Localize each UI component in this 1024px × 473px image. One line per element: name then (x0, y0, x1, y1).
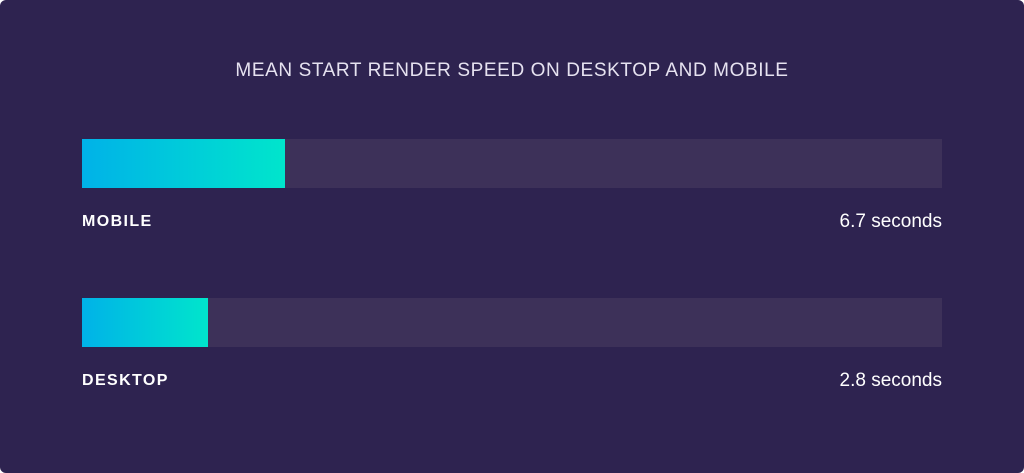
category-label-desktop: DESKTOP (82, 372, 169, 389)
chart-title: MEAN START RENDER SPEED ON DESKTOP AND M… (235, 60, 789, 81)
bar-mobile (82, 139, 285, 188)
bar-desktop (82, 298, 209, 347)
bar-track-mobile (82, 139, 942, 188)
value-label-mobile: 6.7 seconds (839, 211, 942, 232)
bar-track-desktop (82, 298, 942, 347)
value-label-desktop: 2.8 seconds (839, 370, 942, 391)
category-label-mobile: MOBILE (82, 213, 153, 230)
